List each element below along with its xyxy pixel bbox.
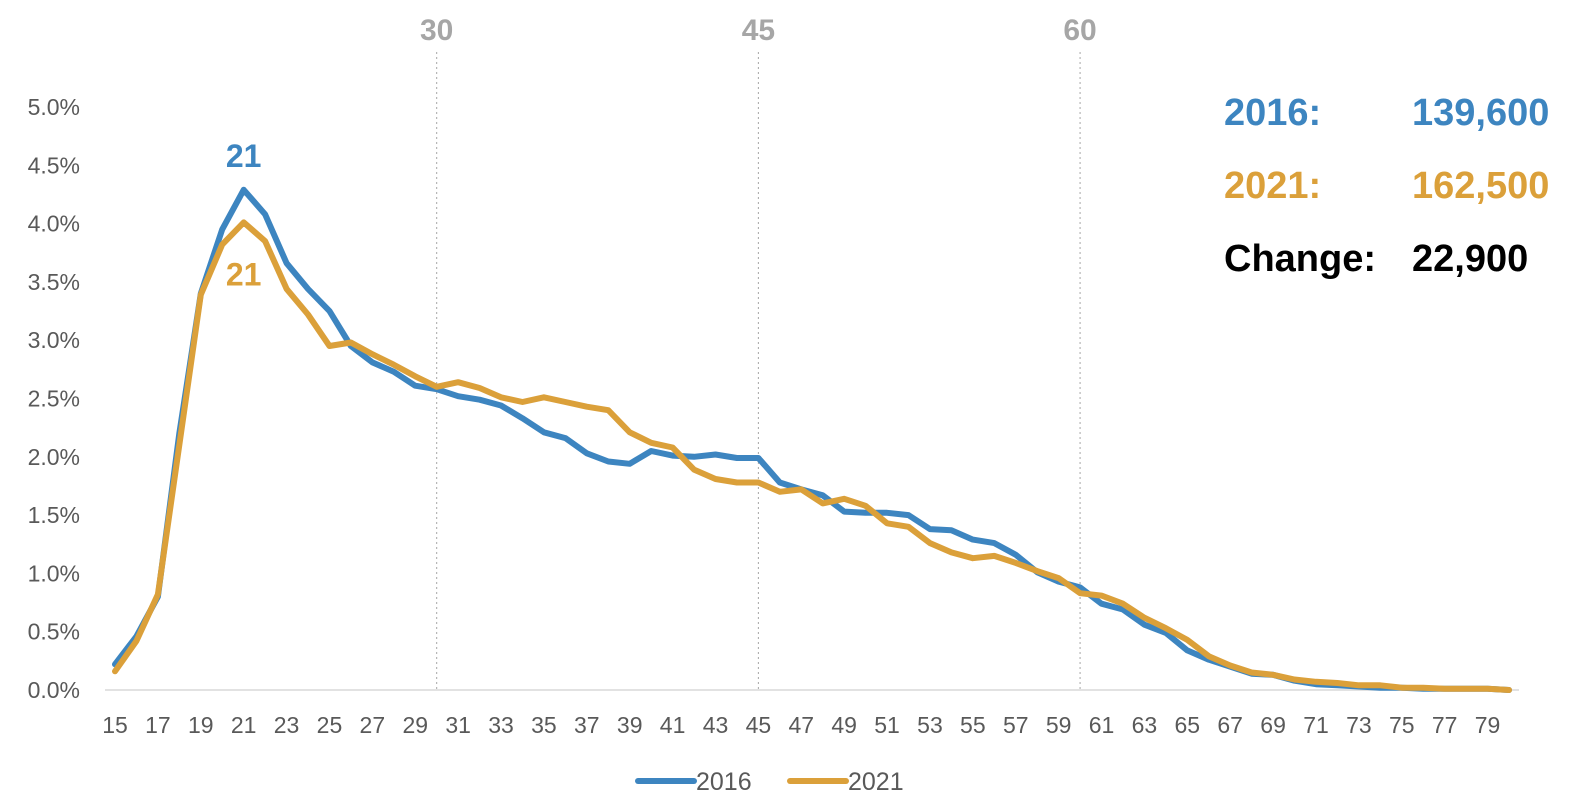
- x-tick-label: 37: [574, 712, 600, 738]
- y-tick-label: 1.5%: [28, 502, 80, 528]
- x-tick-label: 75: [1389, 712, 1415, 738]
- x-tick-label: 61: [1089, 712, 1115, 738]
- x-tick-label: 43: [703, 712, 729, 738]
- x-tick-label: 53: [917, 712, 943, 738]
- annotation-value: 139,600: [1412, 92, 1549, 134]
- x-tick-label: 21: [231, 712, 257, 738]
- x-tick-label: 49: [831, 712, 857, 738]
- y-axis-ticks: 0.0% 0.5% 1.0% 1.5% 2.0% 2.5% 3.0% 3.5% 4.0% 4.5%…: [28, 94, 80, 703]
- series-line-2021: [115, 222, 1509, 690]
- x-tick-label: 39: [617, 712, 643, 738]
- peak-label-2021: 21: [226, 256, 262, 292]
- x-tick-label: 57: [1003, 712, 1029, 738]
- y-tick-label: 3.5%: [28, 269, 80, 295]
- y-tick-label: 4.0%: [28, 211, 80, 237]
- peak-label-2016: 21: [226, 138, 262, 174]
- x-tick-label: 51: [874, 712, 900, 738]
- x-tick-label: 25: [317, 712, 343, 738]
- legend-label-2021: 2021: [848, 768, 904, 796]
- x-tick-label: 45: [746, 712, 772, 738]
- annotation-label: Change:: [1224, 238, 1376, 280]
- x-tick-label: 33: [488, 712, 514, 738]
- totals-annotation: 2016: 139,600 2021: 162,500 Change: 22,900: [1224, 92, 1549, 280]
- reference-label-30: 30: [420, 14, 453, 47]
- x-tick-label: 41: [660, 712, 686, 738]
- x-tick-label: 31: [445, 712, 471, 738]
- x-tick-label: 73: [1346, 712, 1372, 738]
- x-tick-label: 27: [360, 712, 386, 738]
- x-axis-ticks: 15 17 19 21 23 25 27 29 31 33 35 37 39 41 43 45 47 49 51 53…: [102, 712, 1500, 738]
- x-tick-label: 29: [402, 712, 428, 738]
- annotation-label: 2016:: [1224, 92, 1321, 134]
- legend: 2016 2021: [638, 768, 904, 796]
- annotation-value: 22,900: [1412, 238, 1528, 280]
- x-tick-label: 17: [145, 712, 171, 738]
- x-tick-label: 15: [102, 712, 128, 738]
- x-tick-label: 23: [274, 712, 300, 738]
- reference-lines: 30 45 60: [420, 14, 1097, 690]
- x-tick-label: 63: [1132, 712, 1158, 738]
- y-tick-label: 0.0%: [28, 677, 80, 703]
- y-tick-label: 5.0%: [28, 94, 80, 120]
- y-tick-label: 4.5%: [28, 152, 80, 178]
- x-tick-label: 71: [1303, 712, 1329, 738]
- annotation-value: 162,500: [1412, 165, 1549, 207]
- x-tick-label: 35: [531, 712, 557, 738]
- x-tick-label: 47: [788, 712, 814, 738]
- x-tick-label: 65: [1175, 712, 1201, 738]
- x-tick-label: 69: [1260, 712, 1286, 738]
- x-tick-label: 79: [1475, 712, 1501, 738]
- x-tick-label: 77: [1432, 712, 1458, 738]
- reference-label-60: 60: [1063, 14, 1096, 47]
- x-tick-label: 19: [188, 712, 214, 738]
- y-tick-label: 1.0%: [28, 560, 80, 586]
- y-tick-label: 2.0%: [28, 444, 80, 470]
- y-tick-label: 0.5%: [28, 619, 80, 645]
- annotation-label: 2021:: [1224, 165, 1321, 207]
- x-tick-label: 59: [1046, 712, 1072, 738]
- x-tick-label: 67: [1217, 712, 1243, 738]
- y-tick-label: 2.5%: [28, 386, 80, 412]
- y-tick-label: 3.0%: [28, 327, 80, 353]
- legend-label-2016: 2016: [696, 768, 752, 796]
- reference-label-45: 45: [742, 14, 775, 47]
- x-tick-label: 55: [960, 712, 986, 738]
